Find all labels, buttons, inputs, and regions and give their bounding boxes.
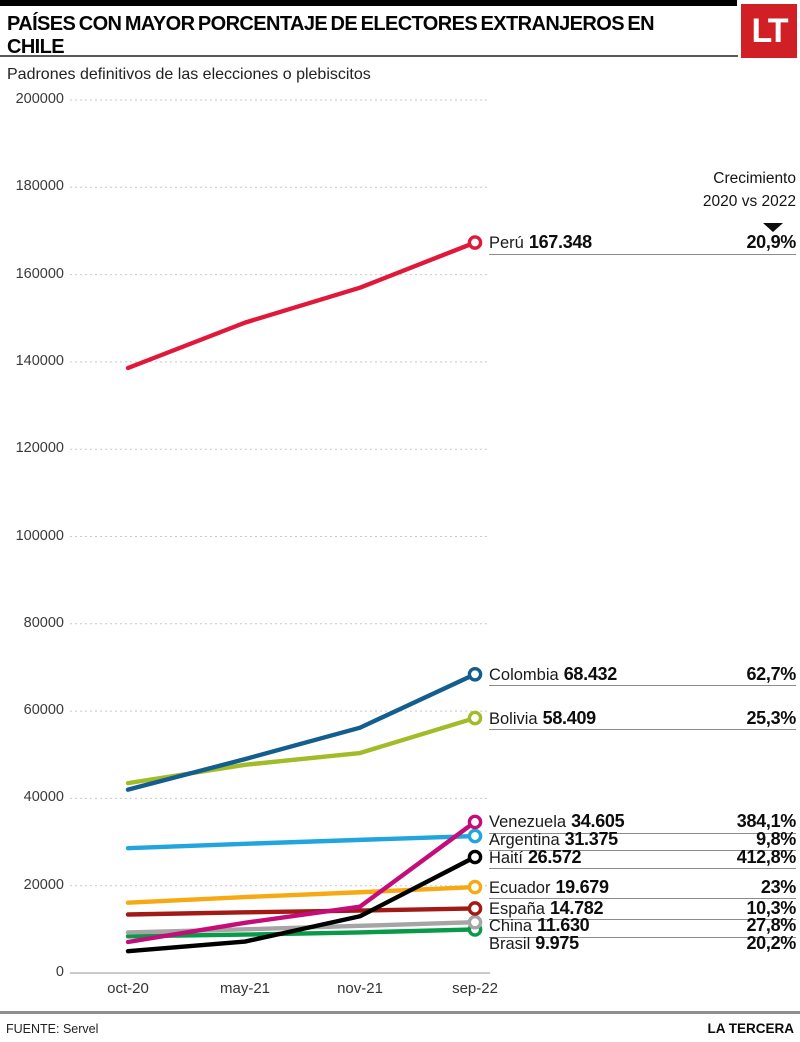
series-line [125, 884, 478, 905]
series-line [125, 240, 478, 371]
series-endpoint-marker [467, 814, 483, 830]
growth-percentage: 23% [760, 876, 796, 897]
country-value: 31.375 [564, 828, 619, 849]
series-endpoint-marker [467, 849, 483, 865]
country-name: Colombia [489, 665, 559, 684]
growth-percentage: 27,8% [746, 915, 796, 936]
series-line [125, 927, 478, 939]
triangle-down-icon [763, 222, 783, 232]
y-tick-label: 200000 [15, 91, 64, 107]
series-endpoint-marker [467, 235, 483, 250]
page-title: PAÍSES CON MAYOR PORCENTAJE DE ELECTORES… [7, 13, 655, 58]
country-value: 58.409 [542, 707, 597, 728]
brand-credit: LA TERCERA [707, 1021, 795, 1036]
series-label-row: Argentina 31.375 9,8% [489, 828, 796, 852]
country-name: Ecuador [489, 878, 551, 897]
series-line [125, 906, 478, 917]
series-label-row: China 11.630 27,8% [489, 915, 796, 938]
series-label-row: Colombia 68.432 62,7% [489, 663, 796, 687]
y-tick-label: 20000 [23, 876, 64, 893]
country-value: 9.975 [535, 932, 579, 953]
x-tick-label: oct-20 [107, 980, 149, 997]
series-endpoint-marker [467, 828, 483, 844]
growth-percentage: 62,7% [746, 663, 796, 684]
series-label-row: Ecuador 19.679 23% [489, 876, 796, 900]
series-endpoint-marker [467, 666, 483, 682]
series-label-row: España 14.782 10,3% [489, 897, 796, 921]
series-line [125, 672, 478, 792]
y-tick-label: 160000 [15, 265, 64, 282]
footer-divider [0, 1011, 800, 1014]
series-endpoint-marker [467, 879, 483, 895]
y-tick-label: 140000 [15, 352, 64, 369]
growth-percentage: 412,8% [736, 846, 797, 867]
y-tick-label: 60000 [23, 702, 64, 719]
series-label-row: Haití 26.572 412,8% [489, 846, 796, 869]
country-value: 11.630 [537, 915, 590, 936]
growth-percentage: 384,1% [736, 811, 797, 832]
country-name: Perú [489, 234, 524, 253]
country-name: Brasil [489, 934, 531, 953]
y-tick-label: 0 [55, 964, 64, 980]
series-line [125, 715, 478, 786]
growth-percentage: 25,3% [746, 707, 796, 728]
series-label-row: Perú 167.348 20,9% [489, 232, 796, 255]
series-endpoint-marker [467, 901, 483, 916]
x-tick-label: may-21 [219, 980, 271, 997]
series-endpoint-marker [467, 710, 483, 726]
series-line [125, 854, 478, 954]
la-tercera-logo: LT [741, 4, 797, 58]
growth-percentage: 10,3% [746, 897, 796, 918]
country-value: 19.679 [555, 876, 609, 897]
x-tick-label: sep-22 [452, 980, 498, 997]
growth-column-header: Crecimiento 2020 vs 2022 [560, 167, 796, 239]
country-name: Haití [489, 848, 523, 867]
y-tick-label: 40000 [23, 789, 64, 806]
series-line [125, 819, 478, 945]
y-tick-label: 180000 [15, 178, 64, 195]
chart-subtitle: Padrones definitivos de las elecciones o… [7, 66, 371, 83]
growth-percentage: 20,2% [746, 932, 796, 953]
country-name: Bolivia [489, 709, 538, 728]
y-tick-label: 100000 [15, 527, 64, 544]
series-label-row: Venezuela 34.605 384,1% [489, 811, 796, 834]
series-label-row: Bolivia 58.409 25,3% [489, 707, 796, 731]
source-credit: FUENTE: Servel [6, 1022, 99, 1036]
country-name: Venezuela [489, 813, 567, 832]
country-value: 34.605 [571, 811, 625, 832]
y-tick-label: 80000 [23, 614, 64, 631]
country-value: 167.348 [528, 232, 592, 253]
country-value: 14.782 [549, 897, 604, 918]
y-tick-label: 120000 [15, 440, 64, 457]
header-divider [0, 55, 738, 57]
country-name: China [489, 917, 533, 936]
series-endpoint-marker [467, 914, 483, 930]
growth-header-line2: 2020 vs 2022 [702, 193, 796, 211]
series-label-row: Brasil 9.975 20,2% [489, 932, 796, 954]
country-name: Argentina [489, 830, 560, 849]
country-value: 26.572 [527, 846, 582, 867]
growth-percentage: 20,9% [746, 232, 796, 253]
country-value: 68.432 [563, 663, 618, 684]
top-bar [0, 0, 737, 6]
x-tick-label: nov-21 [337, 980, 383, 997]
country-name: España [489, 899, 545, 918]
growth-header-line1: Crecimiento [713, 170, 796, 187]
series-line [125, 833, 478, 851]
growth-percentage: 9,8% [756, 828, 796, 849]
